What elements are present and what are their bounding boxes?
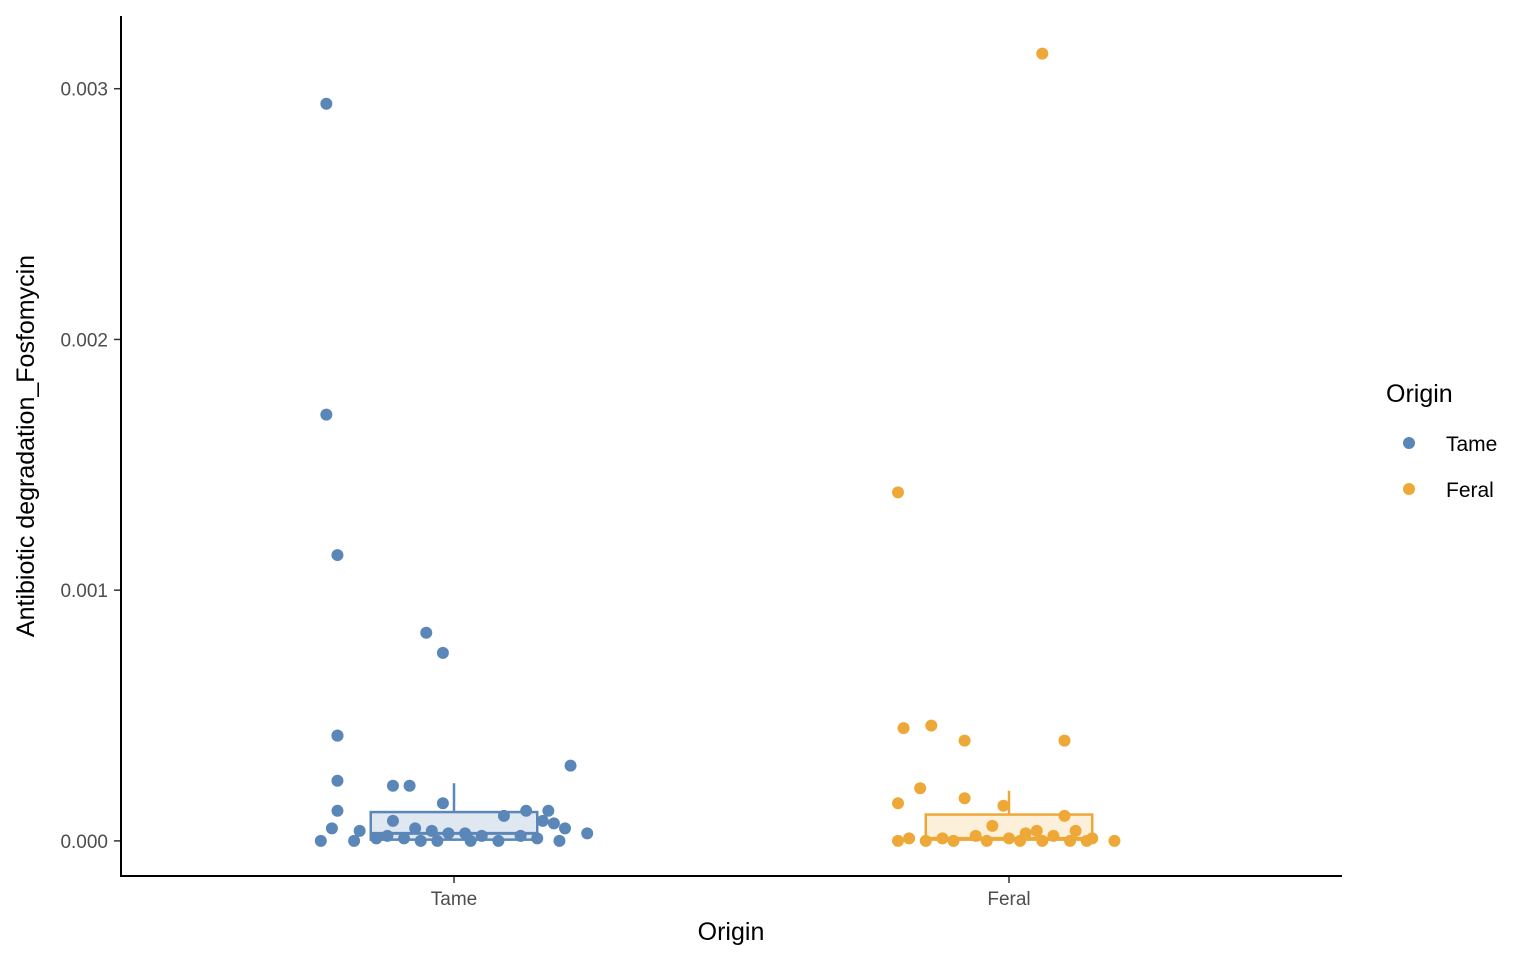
x-axis-ticks: Tame Feral (431, 877, 1031, 910)
data-point-feral (919, 834, 932, 847)
data-point-feral (1047, 829, 1060, 842)
y-tick-label: 0.000 (60, 832, 108, 853)
data-point-feral (969, 829, 982, 842)
data-point-tame (559, 822, 571, 835)
data-point-tame (436, 646, 449, 659)
data-point-feral (947, 834, 960, 847)
data-point-tame (398, 832, 411, 845)
data-point-tame (531, 832, 544, 845)
data-point-feral (1108, 834, 1121, 847)
x-tick-label: Feral (987, 889, 1030, 910)
data-point-feral (958, 792, 971, 805)
legend-key (1403, 483, 1415, 495)
data-point-tame (325, 822, 338, 835)
data-point-tame (320, 97, 333, 110)
data-point-tame (331, 729, 344, 742)
legend-label: Tame (1446, 433, 1497, 456)
data-point-tame (564, 759, 577, 772)
data-point-feral (1058, 809, 1071, 822)
data-point-tame (442, 827, 455, 840)
data-point-tame (414, 834, 427, 847)
jitter-points (314, 47, 1121, 847)
data-point-feral (903, 832, 916, 845)
y-axis-ticks: 0.000 0.001 0.002 0.003 (60, 80, 120, 853)
data-point-tame (348, 834, 361, 847)
data-point-tame (436, 797, 449, 810)
data-point-tame (320, 408, 333, 421)
legend: Origin Tame Feral (1386, 380, 1497, 502)
data-point-tame (581, 827, 594, 840)
data-point-feral (986, 819, 999, 832)
data-point-tame (331, 804, 344, 817)
data-point-tame (536, 814, 549, 827)
data-point-tame (386, 779, 399, 792)
data-point-feral (1058, 734, 1071, 747)
data-point-feral (980, 834, 993, 847)
data-point-feral (892, 834, 904, 847)
data-point-tame (464, 834, 477, 847)
data-point-feral (936, 832, 949, 845)
data-point-feral (997, 799, 1010, 812)
data-point-tame (331, 774, 344, 787)
y-tick-label: 0.001 (60, 581, 108, 602)
data-point-feral (1036, 47, 1049, 60)
data-point-feral (958, 734, 971, 747)
data-point-tame (492, 834, 505, 847)
data-point-tame (370, 832, 383, 845)
data-point-feral (914, 782, 927, 795)
data-point-tame (514, 829, 527, 842)
data-point-feral (1003, 832, 1015, 845)
data-point-tame (520, 804, 533, 817)
data-point-feral (1080, 834, 1093, 847)
data-point-feral (1036, 834, 1049, 847)
data-point-feral (897, 722, 910, 735)
data-point-tame (542, 804, 555, 817)
data-point-tame (425, 824, 438, 837)
data-point-tame (420, 626, 433, 639)
data-point-feral (1069, 824, 1082, 837)
legend-key (1403, 437, 1415, 449)
data-point-tame (314, 834, 327, 847)
legend-entry-tame: Tame (1403, 433, 1497, 456)
data-point-tame (381, 829, 394, 842)
data-point-tame (475, 829, 488, 842)
data-point-tame (497, 809, 510, 822)
legend-entry-feral: Feral (1403, 479, 1494, 502)
y-tick-label: 0.003 (60, 80, 108, 101)
data-point-feral (892, 486, 904, 499)
x-tick-label: Tame (431, 889, 477, 910)
data-point-feral (1064, 834, 1077, 847)
data-point-tame (547, 817, 560, 830)
data-point-tame (353, 824, 366, 837)
data-point-tame (553, 834, 566, 847)
data-point-tame (403, 779, 416, 792)
data-point-feral (1030, 824, 1043, 837)
legend-label: Feral (1446, 479, 1494, 502)
plot-area (314, 47, 1121, 847)
legend-entries: Tame Feral (1403, 433, 1497, 502)
y-axis-title: Antibiotic degradation_Fosfomycin (12, 255, 40, 637)
x-axis-title: Origin (698, 918, 765, 946)
data-point-feral (1014, 834, 1027, 847)
data-point-feral (892, 797, 904, 810)
data-point-tame (331, 549, 344, 562)
data-point-feral (925, 719, 938, 732)
legend-title: Origin (1386, 380, 1453, 408)
y-tick-label: 0.002 (60, 330, 108, 351)
data-point-tame (386, 814, 399, 827)
data-point-tame (431, 834, 444, 847)
data-point-tame (409, 822, 422, 835)
